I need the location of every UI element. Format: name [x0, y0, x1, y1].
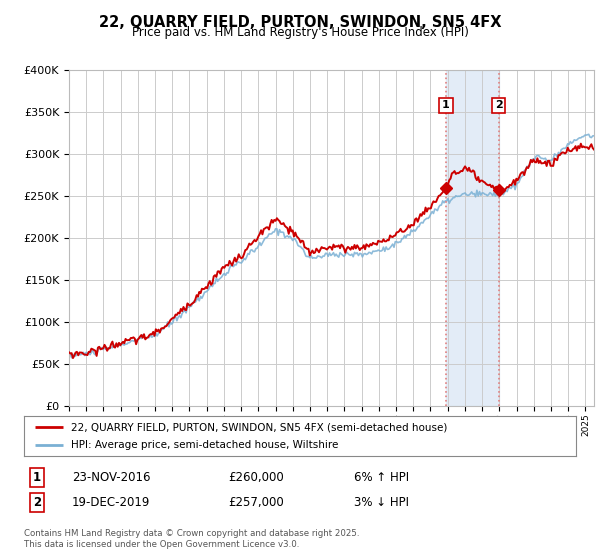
Bar — [446, 70, 499, 406]
Text: Price paid vs. HM Land Registry's House Price Index (HPI): Price paid vs. HM Land Registry's House … — [131, 26, 469, 39]
Text: 22, QUARRY FIELD, PURTON, SWINDON, SN5 4FX (semi-detached house): 22, QUARRY FIELD, PURTON, SWINDON, SN5 4… — [71, 422, 447, 432]
Text: 2: 2 — [495, 100, 503, 110]
Text: Contains HM Land Registry data © Crown copyright and database right 2025.
This d: Contains HM Land Registry data © Crown c… — [24, 529, 359, 549]
Text: £260,000: £260,000 — [228, 470, 284, 484]
Text: 23-NOV-2016: 23-NOV-2016 — [72, 470, 151, 484]
Text: £257,000: £257,000 — [228, 496, 284, 510]
Text: 22, QUARRY FIELD, PURTON, SWINDON, SN5 4FX: 22, QUARRY FIELD, PURTON, SWINDON, SN5 4… — [99, 15, 501, 30]
Text: HPI: Average price, semi-detached house, Wiltshire: HPI: Average price, semi-detached house,… — [71, 440, 338, 450]
Text: 1: 1 — [442, 100, 450, 110]
Text: 19-DEC-2019: 19-DEC-2019 — [72, 496, 151, 510]
Text: 1: 1 — [33, 470, 41, 484]
Text: 6% ↑ HPI: 6% ↑ HPI — [354, 470, 409, 484]
Text: 2: 2 — [33, 496, 41, 510]
Text: 3% ↓ HPI: 3% ↓ HPI — [354, 496, 409, 510]
